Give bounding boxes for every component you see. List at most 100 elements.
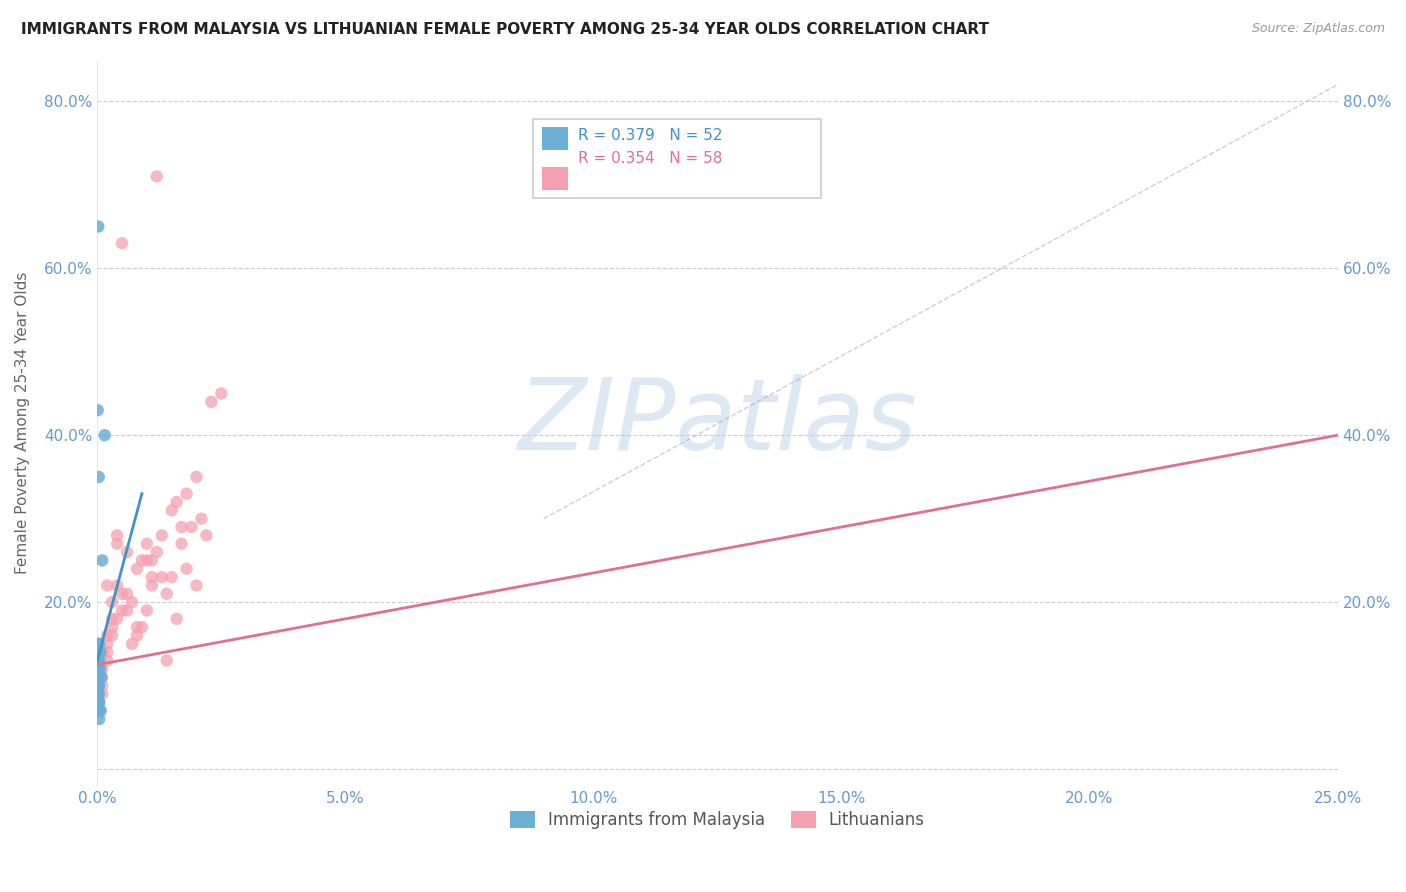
- Point: [96, 645, 118, 659]
- Point: [87, 637, 110, 651]
- Point: [89, 704, 111, 718]
- Point: [87, 654, 110, 668]
- Point: [180, 520, 202, 534]
- Point: [87, 687, 110, 701]
- Point: [87, 695, 110, 709]
- Point: [111, 603, 134, 617]
- Point: [115, 603, 138, 617]
- Point: [91, 687, 114, 701]
- Point: [170, 520, 193, 534]
- Point: [156, 587, 179, 601]
- Point: [111, 587, 134, 601]
- Text: R = 0.354   N = 58: R = 0.354 N = 58: [578, 151, 721, 166]
- Point: [105, 612, 128, 626]
- Point: [89, 662, 111, 676]
- Point: [87, 654, 110, 668]
- Point: [160, 570, 183, 584]
- Point: [87, 695, 110, 709]
- Point: [150, 570, 173, 584]
- Point: [87, 687, 110, 701]
- Point: [111, 236, 134, 251]
- Point: [87, 695, 110, 709]
- Point: [121, 637, 143, 651]
- Point: [176, 562, 198, 576]
- Point: [87, 662, 110, 676]
- Point: [135, 553, 157, 567]
- Point: [93, 428, 115, 442]
- Point: [87, 687, 110, 701]
- Point: [135, 603, 157, 617]
- Point: [125, 562, 148, 576]
- Text: ZIPatlas: ZIPatlas: [517, 374, 917, 471]
- Point: [209, 386, 232, 401]
- Point: [91, 553, 114, 567]
- Point: [87, 695, 110, 709]
- Point: [131, 553, 153, 567]
- Point: [105, 528, 128, 542]
- Point: [90, 704, 112, 718]
- Point: [115, 587, 138, 601]
- Point: [87, 687, 110, 701]
- Point: [150, 528, 173, 542]
- Point: [87, 704, 110, 718]
- Point: [91, 679, 114, 693]
- Point: [101, 595, 124, 609]
- Point: [89, 662, 111, 676]
- Point: [87, 662, 110, 676]
- Point: [89, 654, 111, 668]
- Y-axis label: Female Poverty Among 25-34 Year Olds: Female Poverty Among 25-34 Year Olds: [15, 271, 30, 574]
- Point: [166, 495, 188, 509]
- Point: [105, 537, 128, 551]
- Point: [96, 654, 118, 668]
- Point: [170, 537, 193, 551]
- Text: Source: ZipAtlas.com: Source: ZipAtlas.com: [1251, 22, 1385, 36]
- Point: [125, 628, 148, 642]
- Point: [89, 670, 111, 684]
- Point: [121, 595, 143, 609]
- Point: [89, 712, 111, 726]
- Point: [195, 528, 218, 542]
- Point: [87, 219, 110, 234]
- Point: [87, 645, 110, 659]
- Point: [89, 695, 111, 709]
- Point: [141, 570, 163, 584]
- Point: [87, 679, 110, 693]
- Point: [87, 679, 110, 693]
- Point: [166, 612, 188, 626]
- Point: [146, 545, 169, 559]
- Point: [87, 679, 110, 693]
- Point: [101, 620, 124, 634]
- Point: [87, 670, 110, 684]
- Point: [87, 403, 110, 417]
- Point: [87, 679, 110, 693]
- Point: [186, 578, 208, 592]
- Point: [87, 637, 110, 651]
- Point: [200, 394, 222, 409]
- Point: [87, 662, 110, 676]
- Point: [96, 578, 118, 592]
- Point: [91, 645, 114, 659]
- Point: [89, 645, 111, 659]
- Point: [87, 470, 110, 484]
- Point: [87, 670, 110, 684]
- Point: [87, 704, 110, 718]
- Point: [156, 654, 179, 668]
- Point: [101, 612, 124, 626]
- Point: [87, 679, 110, 693]
- Point: [125, 620, 148, 634]
- Point: [87, 645, 110, 659]
- Point: [87, 687, 110, 701]
- Point: [87, 662, 110, 676]
- Point: [96, 628, 118, 642]
- Point: [87, 670, 110, 684]
- Point: [131, 620, 153, 634]
- Point: [115, 545, 138, 559]
- Point: [91, 662, 114, 676]
- Point: [176, 486, 198, 500]
- Text: IMMIGRANTS FROM MALAYSIA VS LITHUANIAN FEMALE POVERTY AMONG 25-34 YEAR OLDS CORR: IMMIGRANTS FROM MALAYSIA VS LITHUANIAN F…: [21, 22, 988, 37]
- Point: [87, 670, 110, 684]
- Point: [105, 578, 128, 592]
- Point: [141, 578, 163, 592]
- Point: [87, 654, 110, 668]
- Point: [146, 169, 169, 184]
